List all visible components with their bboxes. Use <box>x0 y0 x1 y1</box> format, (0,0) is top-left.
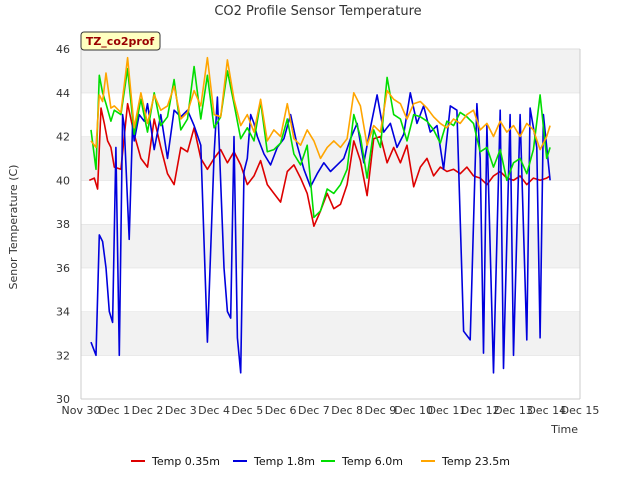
y-tick-label: 36 <box>56 262 70 275</box>
x-tick-label: Dec 3 <box>165 404 197 417</box>
y-tick-label: 30 <box>56 393 70 406</box>
x-tick-label: Dec 14 <box>527 404 566 417</box>
grid-band <box>81 224 580 268</box>
series-badge: TZ_co2prof <box>80 31 161 51</box>
x-tick-label: Dec 8 <box>331 404 363 417</box>
grid-band <box>81 355 580 399</box>
x-tick-label: Dec 5 <box>231 404 263 417</box>
legend-label: Temp 23.5m <box>441 455 510 468</box>
badge-box <box>80 31 161 51</box>
y-tick-label: 46 <box>56 43 70 56</box>
x-tick-label: Dec 10 <box>394 404 433 417</box>
chart-legend: Temp 0.35m Temp 1.8m Temp 6.0m Temp 23.5m <box>131 455 510 468</box>
data-series-lines <box>88 56 551 374</box>
x-tick-label: Dec 4 <box>198 404 230 417</box>
x-tick-label: Dec 12 <box>461 404 500 417</box>
y-tick-label: 34 <box>56 306 70 319</box>
x-tick-label: Dec 13 <box>494 404 533 417</box>
legend-label: Temp 1.8m <box>253 455 315 468</box>
y-tick-label: 38 <box>56 218 70 231</box>
chart-title: CO2 Profile Sensor Temperature <box>214 4 421 19</box>
legend-label: Temp 0.35m <box>151 455 220 468</box>
y-tick-label: 32 <box>56 349 70 362</box>
x-axis-title: Time <box>550 423 578 436</box>
grid-band <box>81 311 580 356</box>
badge-label: TZ_co2prof <box>86 35 155 48</box>
series-line-temp-1-8m <box>90 92 551 374</box>
y-tick-label: 44 <box>56 87 70 100</box>
y-tick-label: 42 <box>56 131 70 144</box>
series-line-temp-0-35m <box>88 102 551 227</box>
x-tick-label: Dec 15 <box>561 404 600 417</box>
x-tick-label: Dec 11 <box>428 404 467 417</box>
y-axis-title: Senor Temperature (C) <box>7 165 20 290</box>
grid-band <box>81 49 580 93</box>
legend-label: Temp 6.0m <box>341 455 403 468</box>
series-line-temp-23-5m <box>90 56 551 160</box>
grid-band <box>81 267 580 312</box>
plot-axes <box>80 49 581 400</box>
x-tick-label: Dec 7 <box>298 404 330 417</box>
x-tick-label: Dec 1 <box>98 404 130 417</box>
x-tick-label: Dec 9 <box>365 404 397 417</box>
x-tick-label: Dec 6 <box>265 404 297 417</box>
x-tick-label: Nov 30 <box>62 404 101 417</box>
y-tick-labels: 30 32 34 36 38 40 42 44 46 <box>56 43 70 406</box>
series-line-temp-6-0m <box>90 65 551 219</box>
y-tick-label: 40 <box>56 174 70 187</box>
x-tick-label: Dec 2 <box>132 404 164 417</box>
